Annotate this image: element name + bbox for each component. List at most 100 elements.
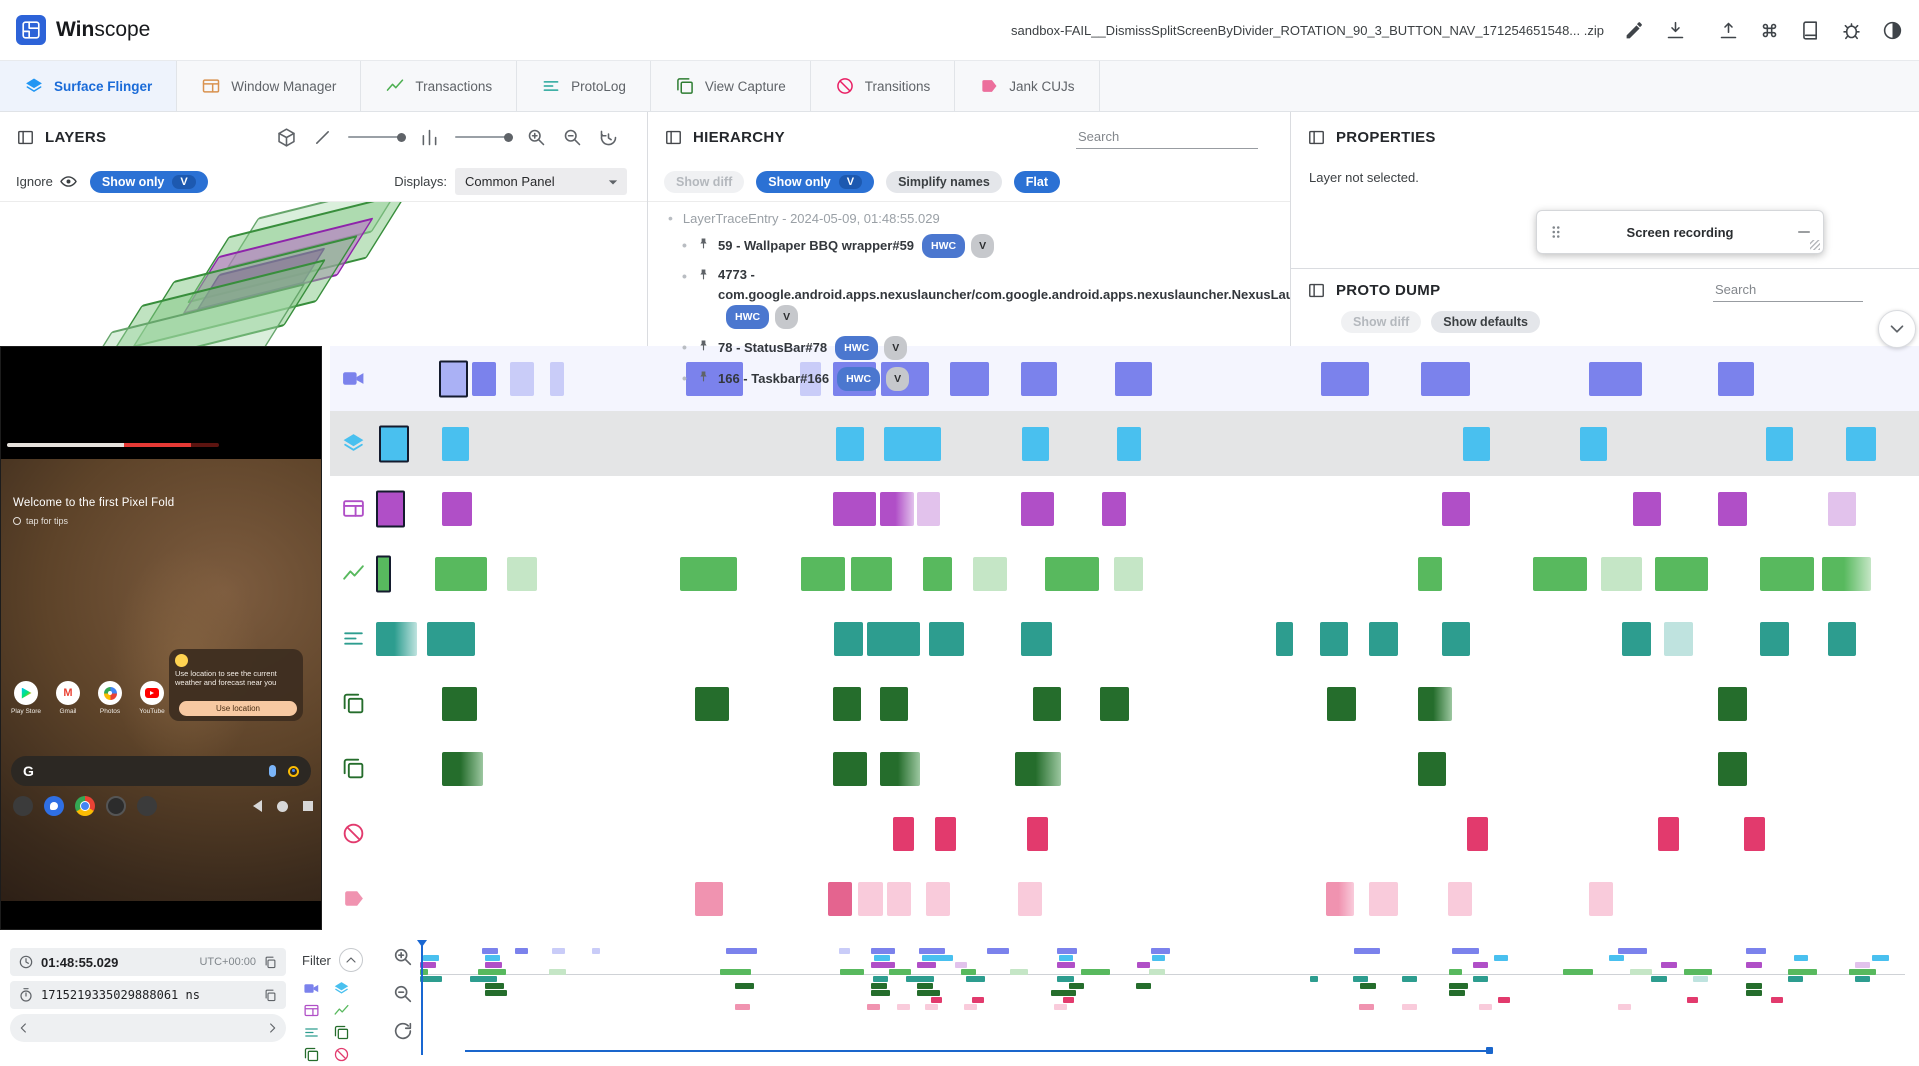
- mini-trace-block[interactable]: [1618, 948, 1647, 954]
- trace-entry-block[interactable]: [1467, 816, 1489, 851]
- trace-entry-block[interactable]: [1276, 621, 1293, 656]
- mini-trace-block[interactable]: [485, 955, 501, 961]
- edit-icon[interactable]: [1624, 20, 1645, 41]
- trace-entry-block[interactable]: [1017, 881, 1042, 916]
- trace-entry-block[interactable]: [950, 361, 990, 396]
- trace-entry-block[interactable]: [1115, 361, 1152, 396]
- flat-button[interactable]: Flat: [1013, 170, 1061, 193]
- spacing-slider[interactable]: [455, 132, 513, 142]
- displays-select[interactable]: Common Panel: [455, 168, 627, 195]
- mic-icon[interactable]: [269, 765, 276, 777]
- mini-trace-block[interactable]: [1063, 997, 1075, 1003]
- trace-entry-block[interactable]: [858, 881, 883, 916]
- mini-trace-block[interactable]: [960, 969, 977, 975]
- mini-trace-block[interactable]: [1352, 976, 1369, 982]
- mini-trace-block[interactable]: [838, 948, 851, 954]
- copy-icon[interactable]: [263, 955, 278, 970]
- trace-entry-block[interactable]: [679, 556, 737, 591]
- screen-recording-card[interactable]: Screen recording: [1536, 210, 1824, 254]
- trace-entry-block[interactable]: [923, 556, 952, 591]
- show-diff-button[interactable]: Show diff: [664, 170, 745, 193]
- reset-zoom-icon[interactable]: [392, 1020, 414, 1042]
- mini-trace-block[interactable]: [719, 969, 751, 975]
- mini-trace-block[interactable]: [1472, 976, 1489, 982]
- reset-view-icon[interactable]: [598, 127, 619, 148]
- mini-trace-block[interactable]: [552, 948, 566, 954]
- mini-trace-block[interactable]: [1057, 976, 1075, 982]
- trace-entry-block[interactable]: [1760, 556, 1815, 591]
- mini-trace-block[interactable]: [1854, 976, 1871, 982]
- camera-icon[interactable]: [106, 796, 126, 816]
- trace-entry-block[interactable]: [506, 556, 537, 591]
- mini-trace-block[interactable]: [1150, 948, 1171, 954]
- mini-trace-block[interactable]: [477, 969, 507, 975]
- trace-entry-block[interactable]: [926, 881, 951, 916]
- mini-trace-block[interactable]: [1472, 962, 1489, 968]
- trace-entry-block[interactable]: [1417, 751, 1447, 786]
- dark-mode-icon[interactable]: [1882, 20, 1903, 41]
- mini-trace-block[interactable]: [917, 990, 940, 996]
- mini-trace-block[interactable]: [1149, 969, 1165, 975]
- mini-trace-block[interactable]: [1854, 962, 1871, 968]
- trace-entry-block[interactable]: [1032, 686, 1062, 721]
- trace-entry-block[interactable]: [1020, 491, 1054, 526]
- trace-entry-block[interactable]: [1821, 556, 1872, 591]
- dock-app-icon[interactable]: [13, 796, 33, 816]
- use-location-button[interactable]: Use location: [179, 701, 297, 716]
- mini-trace-block[interactable]: [930, 997, 943, 1003]
- trace-entry-block[interactable]: [1664, 621, 1693, 656]
- mini-trace-block[interactable]: [1746, 962, 1762, 968]
- mini-trace-block[interactable]: [1051, 990, 1077, 996]
- trace-entry-block[interactable]: [1417, 686, 1453, 721]
- zoom-out-icon[interactable]: [392, 983, 414, 1005]
- trace-entry-block[interactable]: [376, 490, 405, 527]
- mini-trace-block[interactable]: [1493, 955, 1509, 961]
- mini-trace-block[interactable]: [1771, 997, 1783, 1003]
- tab-window-manager[interactable]: Window Manager: [177, 61, 362, 111]
- timeline-row-surface-flinger[interactable]: [330, 411, 1919, 476]
- chevron-right-icon[interactable]: [264, 1020, 280, 1036]
- collapse-panel-button[interactable]: [1878, 310, 1916, 348]
- mini-trace-block[interactable]: [1401, 976, 1418, 982]
- trace-entry-block[interactable]: [1044, 556, 1099, 591]
- trace-entry-block[interactable]: [1020, 621, 1053, 656]
- mini-trace-block[interactable]: [1793, 955, 1809, 961]
- mini-trace-block[interactable]: [889, 969, 912, 975]
- trace-entry-block[interactable]: [1845, 426, 1876, 461]
- app-shortcut-photos[interactable]: Photos: [93, 681, 127, 715]
- mini-trace-block[interactable]: [1872, 955, 1889, 961]
- trace-entry-block[interactable]: [1325, 881, 1355, 916]
- zoom-out-icon[interactable]: [562, 127, 583, 148]
- mini-trace-block[interactable]: [866, 1004, 881, 1010]
- minimize-icon[interactable]: [1795, 223, 1813, 241]
- trace-entry-block[interactable]: [801, 556, 845, 591]
- trace-entry-block[interactable]: [1658, 816, 1680, 851]
- mini-trace-block[interactable]: [896, 1004, 910, 1010]
- zoom-range-indicator[interactable]: [464, 1047, 1493, 1054]
- mini-trace-block[interactable]: [1787, 976, 1804, 982]
- timeline-row-screen-recording[interactable]: [330, 346, 1919, 411]
- squares-filter-icon[interactable]: [333, 1024, 350, 1041]
- trace-entry-block[interactable]: [434, 556, 488, 591]
- show-only-chip[interactable]: Show only V: [756, 170, 875, 193]
- trace-entry-block[interactable]: [1101, 491, 1126, 526]
- trace-entry-block[interactable]: [832, 491, 877, 526]
- trace-entry-block[interactable]: [1020, 361, 1057, 396]
- trace-entry-block[interactable]: [1533, 556, 1588, 591]
- trace-entry-block[interactable]: [1743, 816, 1765, 851]
- pin-icon[interactable]: [696, 369, 711, 384]
- mini-trace-block[interactable]: [485, 983, 505, 989]
- trace-entry-block[interactable]: [1588, 361, 1642, 396]
- mini-trace-block[interactable]: [1401, 1004, 1418, 1010]
- show-diff-button[interactable]: Show diff: [1341, 311, 1422, 333]
- nav-home-icon[interactable]: [277, 800, 288, 812]
- mini-trace-block[interactable]: [1057, 948, 1077, 954]
- download-icon[interactable]: [1665, 20, 1686, 41]
- mini-trace-block[interactable]: [1360, 983, 1376, 989]
- trace-entry-block[interactable]: [1441, 491, 1471, 526]
- mini-trace-block[interactable]: [1478, 1004, 1492, 1010]
- trace-entry-block[interactable]: [1718, 751, 1747, 786]
- show-chart-filter-icon[interactable]: [333, 1002, 350, 1019]
- mini-trace-block[interactable]: [872, 976, 889, 982]
- mini-trace-block[interactable]: [420, 976, 443, 982]
